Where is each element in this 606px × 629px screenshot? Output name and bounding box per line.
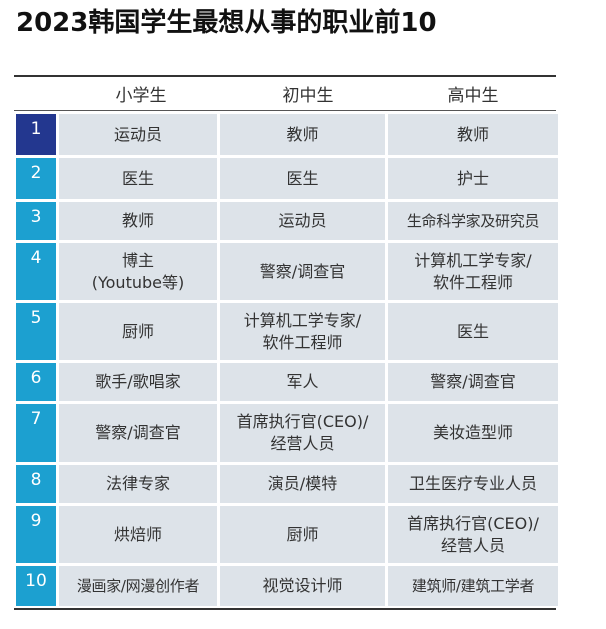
cell-elementary: 医生 [59,158,217,199]
header-middle: 初中生 [282,86,334,106]
table-row: 7 警察/调查官 首席执行官(CEO)/ 经营人员 美妆造型师 [16,404,558,462]
cell-middle: 医生 [220,158,385,199]
cell-middle: 警察/调查官 [220,243,385,300]
cell-middle: 运动员 [220,202,385,240]
cell-elementary: 警察/调查官 [59,404,217,462]
cell-high: 建筑师/建筑工学者 [388,566,558,606]
cell-elementary: 漫画家/网漫创作者 [59,566,217,606]
table-row: 4 博主 (Youtube等) 警察/调查官 计算机工学专家/ 软件工程师 [16,243,558,300]
table-row: 2 医生 医生 护士 [16,158,558,199]
cell-middle: 教师 [220,114,385,155]
table-row: 9 烘焙师 厨师 首席执行官(CEO)/ 经营人员 [16,506,558,563]
cell-middle: 厨师 [220,506,385,563]
cell-elementary: 教师 [59,202,217,240]
rank-badge: 4 [16,243,56,300]
table-row: 1 运动员 教师 教师 [16,114,558,155]
cell-high: 美妆造型师 [388,404,558,462]
rank-badge: 8 [16,465,56,503]
cell-elementary: 烘焙师 [59,506,217,563]
table-row: 6 歌手/歌唱家 军人 警察/调查官 [16,363,558,401]
cell-high: 卫生医疗专业人员 [388,465,558,503]
rank-badge: 1 [16,114,56,155]
page-title: 2023韩国学生最想从事的职业前10 [16,8,437,38]
cell-elementary: 运动员 [59,114,217,155]
cell-high: 生命科学家及研究员 [388,202,558,240]
cell-middle: 计算机工学专家/ 软件工程师 [220,303,385,360]
cell-high: 计算机工学专家/ 软件工程师 [388,243,558,300]
rank-badge: 9 [16,506,56,563]
header-high: 高中生 [447,86,499,106]
cell-high: 医生 [388,303,558,360]
table-row: 8 法律专家 演员/模特 卫生医疗专业人员 [16,465,558,503]
cell-high: 教师 [388,114,558,155]
cell-high: 警察/调查官 [388,363,558,401]
rank-badge: 3 [16,202,56,240]
cell-middle: 军人 [220,363,385,401]
cell-high: 护士 [388,158,558,199]
cell-middle: 视觉设计师 [220,566,385,606]
career-ranking-table: 小学生 初中生 高中生 1 运动员 教师 教师 2 医生 医生 护士 3 教师 … [14,75,558,610]
cell-middle: 首席执行官(CEO)/ 经营人员 [220,404,385,462]
rank-badge: 7 [16,404,56,462]
cell-middle: 演员/模特 [220,465,385,503]
rank-badge: 2 [16,158,56,199]
cell-elementary: 歌手/歌唱家 [59,363,217,401]
cell-elementary: 法律专家 [59,465,217,503]
table-row: 10 漫画家/网漫创作者 视觉设计师 建筑师/建筑工学者 [16,566,558,606]
table-row: 5 厨师 计算机工学专家/ 软件工程师 医生 [16,303,558,360]
table-row: 3 教师 运动员 生命科学家及研究员 [16,202,558,240]
cell-elementary: 博主 (Youtube等) [59,243,217,300]
rank-badge: 6 [16,363,56,401]
cell-high: 首席执行官(CEO)/ 经营人员 [388,506,558,563]
rank-badge: 10 [16,566,56,606]
cell-elementary: 厨师 [59,303,217,360]
header-elementary: 小学生 [115,86,167,106]
rank-badge: 5 [16,303,56,360]
table-header-row: 小学生 初中生 高中生 [14,77,556,111]
